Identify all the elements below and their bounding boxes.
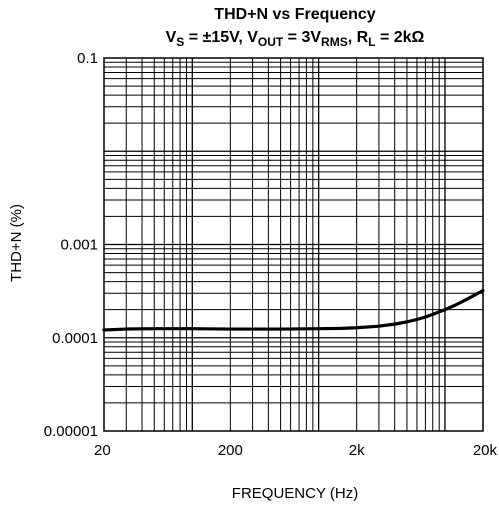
series-layer bbox=[102, 289, 485, 332]
y-tick-labels: 0.1 0.001 0.0001 0.00001 bbox=[44, 50, 98, 440]
chart-subtitle: VS = ±15V, VOUT = 3VRMS, RL = 2kΩ bbox=[166, 29, 425, 49]
y-tick-label: 0.00001 bbox=[44, 423, 98, 440]
chart-title: THD+N vs Frequency bbox=[214, 6, 375, 23]
y-tick-label: 0.001 bbox=[60, 237, 98, 254]
x-tick-label: 20k bbox=[473, 442, 498, 459]
grid bbox=[104, 58, 483, 431]
y-tick-label: 0.1 bbox=[77, 50, 98, 67]
series-line-0 bbox=[102, 289, 485, 332]
x-axis-label: FREQUENCY (Hz) bbox=[232, 485, 358, 502]
x-tick-labels: 20 200 2k 20k bbox=[94, 442, 497, 459]
chart-title-block: THD+N vs Frequency VS = ±15V, VOUT = 3VR… bbox=[166, 6, 425, 49]
plot-frame bbox=[103, 57, 484, 432]
x-tick-label: 20 bbox=[94, 442, 111, 459]
y-axis-label: THD+N (%) bbox=[8, 204, 25, 282]
x-tick-label: 200 bbox=[218, 442, 243, 459]
x-tick-label: 2k bbox=[349, 442, 365, 459]
y-tick-label: 0.0001 bbox=[52, 330, 98, 347]
